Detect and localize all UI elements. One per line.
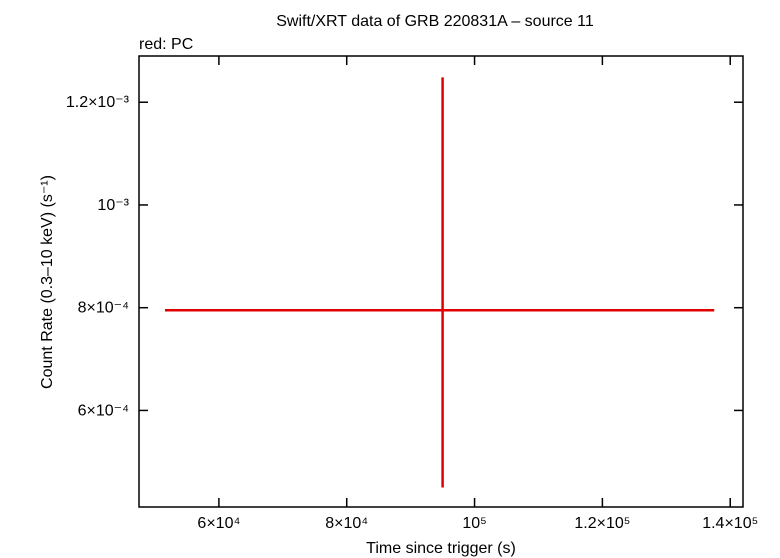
plot-frame (138, 55, 744, 508)
y-tick-label: 6×10⁻⁴ (78, 402, 129, 419)
y-axis-label: Count Rate (0.3–10 keV) (s⁻¹) (39, 175, 56, 389)
x-tick-label: 1.2×10⁵ (574, 515, 630, 532)
x-tick-label: 10⁵ (462, 515, 486, 532)
subtitle: red: PC (139, 36, 193, 53)
x-axis-label: Time since trigger (s) (366, 540, 516, 557)
y-tick-label: 10⁻³ (97, 197, 129, 214)
y-tick-label: 1.2×10⁻³ (66, 94, 130, 111)
x-tick-label: 1.4×10⁵ (702, 515, 758, 532)
y-tick-label: 8×10⁻⁴ (78, 300, 129, 317)
x-tick-label: 8×10⁴ (325, 515, 368, 532)
x-tick-label: 6×10⁴ (197, 515, 240, 532)
chart-title: Swift/XRT data of GRB 220831A – source 1… (276, 13, 594, 30)
